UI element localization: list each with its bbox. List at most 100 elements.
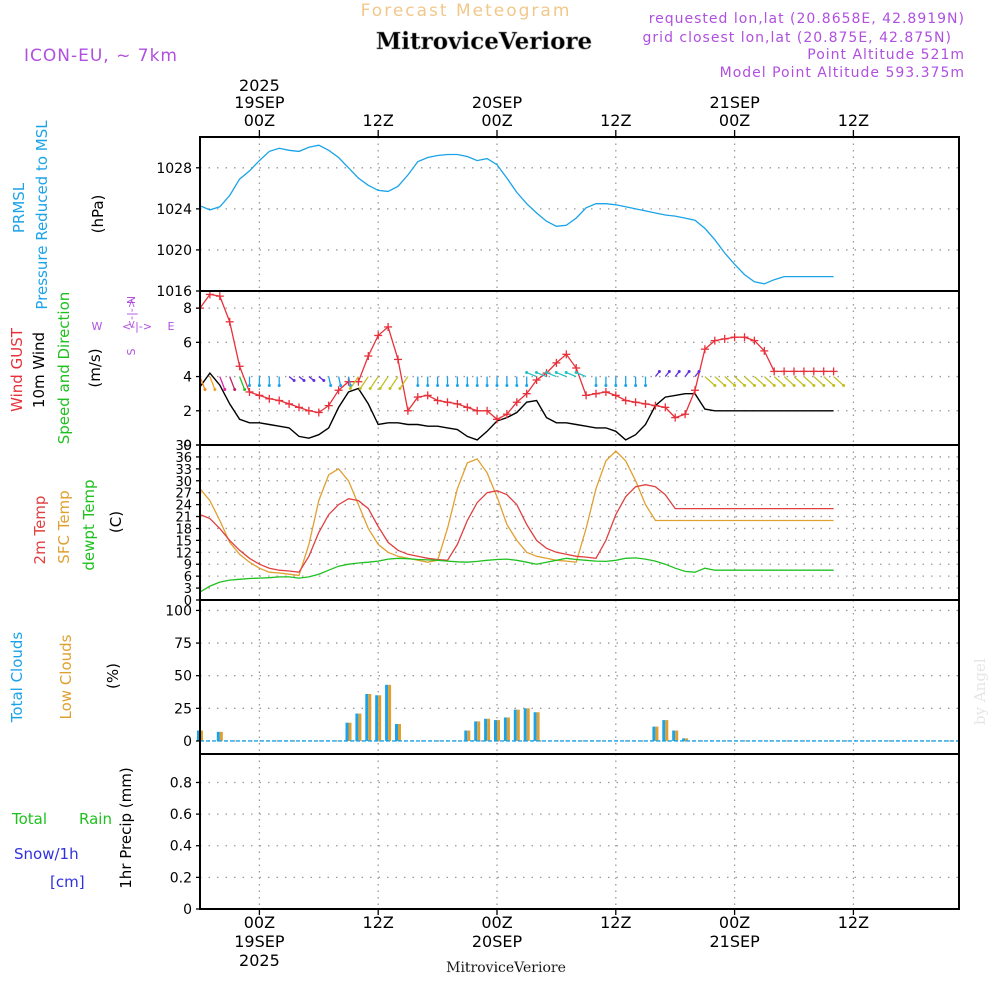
gust-marker bbox=[829, 367, 838, 376]
wind-dir-arrow bbox=[556, 371, 567, 378]
gust-marker bbox=[819, 367, 828, 376]
time-label-bottom: 12Z bbox=[363, 913, 394, 932]
gust-marker bbox=[384, 322, 393, 331]
total-cloud-bar bbox=[375, 695, 379, 741]
wind-dir-arrow-head bbox=[697, 370, 701, 374]
low-cloud-bar bbox=[467, 730, 471, 741]
gust-marker bbox=[651, 401, 660, 410]
y-tick-label: 6 bbox=[183, 335, 192, 351]
wind-dir-arrow bbox=[546, 371, 557, 378]
gust-marker bbox=[631, 398, 640, 407]
gust-marker bbox=[493, 415, 501, 424]
low-cloud-bar bbox=[685, 738, 689, 741]
time-label-bottom: 2025 bbox=[239, 951, 280, 970]
wind-dir-arrow-head bbox=[248, 384, 251, 388]
wind-dir-arrow-head bbox=[624, 384, 628, 388]
total-cloud-bar bbox=[355, 713, 359, 741]
time-label-bottom: 00Z bbox=[481, 913, 512, 932]
wind-dir-arrow-head bbox=[233, 388, 237, 392]
wind-dir-arrow-head bbox=[574, 371, 578, 375]
wind-dir-arrow bbox=[399, 376, 409, 389]
total-cloud-bar bbox=[474, 721, 478, 741]
gust-marker bbox=[304, 406, 313, 415]
y-tick-label: 1028 bbox=[156, 161, 192, 177]
y-tick-label: 100 bbox=[165, 603, 192, 619]
wind-dir-arrow-head bbox=[782, 384, 786, 388]
prmsl-label: PRMSL bbox=[10, 182, 28, 233]
total-cloud-bar bbox=[533, 712, 537, 741]
wind-dir-arrow-head bbox=[723, 384, 727, 388]
time-label-top: 21SEP bbox=[709, 93, 760, 112]
y-tick-label: 50 bbox=[174, 669, 192, 685]
total-clouds-label: Total Clouds bbox=[8, 632, 26, 724]
gust-marker bbox=[532, 375, 541, 384]
wind-dir-arrow-head bbox=[515, 384, 519, 388]
wind-dir-arrow bbox=[704, 376, 716, 387]
gust-marker bbox=[275, 396, 284, 405]
wind-dir-arrow bbox=[536, 371, 547, 378]
wind-dir-arrow-head bbox=[446, 384, 449, 388]
y-tick-label: 75 bbox=[174, 636, 192, 652]
gust-marker bbox=[285, 399, 294, 408]
snow-label: Snow/1h bbox=[14, 845, 79, 863]
time-label-bottom: 20SEP bbox=[472, 932, 523, 951]
wind-dir-arrow bbox=[209, 376, 216, 390]
gust-marker bbox=[661, 403, 670, 412]
y-tick-label: 0.4 bbox=[170, 839, 192, 855]
wind-dir-arrow-head bbox=[203, 388, 207, 392]
credit: by Angel bbox=[971, 658, 989, 725]
total-cloud-bar bbox=[662, 720, 666, 741]
wind-dir-arrow-head bbox=[322, 379, 326, 383]
gust-marker bbox=[374, 331, 383, 340]
wind-dir-arrow bbox=[347, 376, 352, 386]
wind-dir-arrow bbox=[714, 376, 726, 387]
footer-location: MitroviceVeriore bbox=[446, 960, 566, 976]
gust-marker bbox=[423, 391, 432, 400]
total-cloud-bar bbox=[464, 730, 468, 741]
wind-dir-arrow-head bbox=[312, 379, 316, 383]
wind-dir-arrow-head bbox=[368, 387, 372, 391]
gust-marker bbox=[572, 364, 581, 372]
y-tick-label: 0 bbox=[183, 902, 192, 918]
time-label-bottom: 00Z bbox=[244, 913, 275, 932]
wind-dir-arrow bbox=[229, 376, 236, 390]
wind-dir-arrow-head bbox=[358, 387, 362, 391]
compass-ew-arrow: <-|-> bbox=[122, 320, 152, 333]
time-label-top: 12Z bbox=[363, 111, 394, 130]
gust-marker bbox=[453, 399, 462, 408]
requested-coords: requested lon,lat (20.8658E, 42.8919N) bbox=[649, 11, 965, 27]
gust-marker bbox=[255, 391, 264, 400]
wind-dir-arrow-head bbox=[485, 384, 489, 388]
gust-marker bbox=[324, 401, 333, 410]
pressure-line bbox=[199, 144, 834, 285]
y-tick-label: 1020 bbox=[156, 243, 192, 259]
gust-marker bbox=[621, 396, 630, 405]
low-cloud-bar bbox=[388, 684, 392, 741]
wind-dir-arrow-head bbox=[614, 384, 618, 388]
y-tick-label: 24 bbox=[175, 499, 192, 514]
low-cloud-bar bbox=[358, 713, 362, 741]
wind-dir-arrow-head bbox=[436, 384, 440, 388]
wind-unit: (m/s) bbox=[86, 348, 104, 387]
wind-10m-line bbox=[199, 371, 834, 441]
pressure-label: Pressure Reduced to MSL bbox=[33, 120, 51, 310]
total-cloud-bar bbox=[395, 723, 398, 741]
wind-dir-arrow-head bbox=[544, 371, 548, 375]
gust-marker bbox=[671, 413, 680, 422]
wind-dir-arrow-head bbox=[339, 384, 343, 388]
low-cloud-bar bbox=[398, 723, 401, 741]
total-cloud-bar bbox=[385, 684, 389, 741]
gust-marker bbox=[790, 367, 798, 376]
grid-closest-coords: grid closest lon,lat (20.875E, 42.875N) bbox=[643, 30, 952, 46]
low-cloud-bar bbox=[497, 720, 500, 741]
wind-dir-arrow bbox=[813, 376, 825, 387]
wind-dir-arrow bbox=[349, 376, 359, 389]
gust-marker bbox=[681, 410, 690, 419]
y-tick-label: 3 bbox=[184, 582, 192, 597]
wind-dir-arrow-head bbox=[329, 384, 333, 388]
low-clouds-label: Low Clouds bbox=[57, 634, 75, 719]
temp-unit: (C) bbox=[107, 511, 125, 533]
gust-marker bbox=[562, 350, 571, 359]
gust-marker bbox=[235, 362, 244, 371]
